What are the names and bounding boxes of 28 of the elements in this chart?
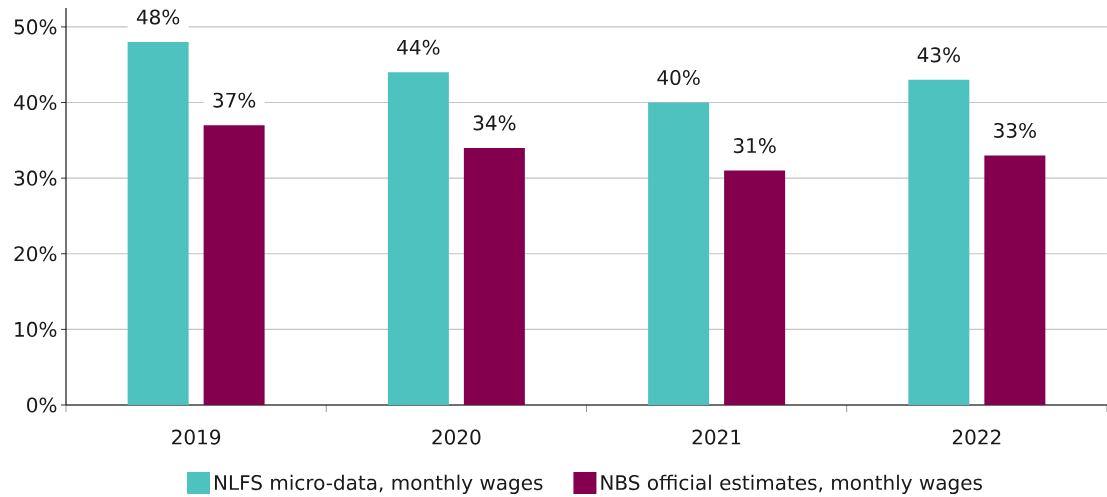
y-tick-label: 10% — [15, 321, 57, 337]
data-label: 40% — [657, 69, 700, 86]
data-label: 44% — [397, 39, 440, 55]
bar — [648, 102, 710, 405]
data-label: 33% — [994, 122, 1036, 139]
data-label: 37% — [213, 92, 256, 108]
legend-label: NLFS micro-data, monthly wages — [214, 474, 543, 495]
bar — [984, 155, 1046, 405]
x-tick-label: 2021 — [692, 429, 741, 445]
bar — [387, 72, 449, 405]
x-tick-label: 2020 — [432, 429, 481, 445]
y-tick-label: 40% — [14, 94, 57, 111]
x-tick-label: 2019 — [172, 429, 221, 445]
bar — [463, 147, 525, 405]
data-label: 31% — [733, 138, 776, 154]
legend-label: NBS official estimates, monthly wages — [601, 474, 982, 495]
y-tick-label: 0% — [27, 397, 57, 413]
bar — [724, 170, 786, 405]
bar — [203, 125, 265, 405]
x-tick-label: 2022 — [952, 429, 1001, 445]
bar — [908, 79, 970, 405]
data-label: 48% — [136, 9, 180, 25]
data-label: 34% — [473, 115, 516, 131]
y-tick-label: 30% — [14, 170, 57, 186]
y-tick-label: 20% — [14, 246, 57, 262]
y-tick-label: 50% — [14, 19, 57, 35]
bar — [127, 42, 189, 405]
data-label: 43% — [917, 47, 960, 63]
